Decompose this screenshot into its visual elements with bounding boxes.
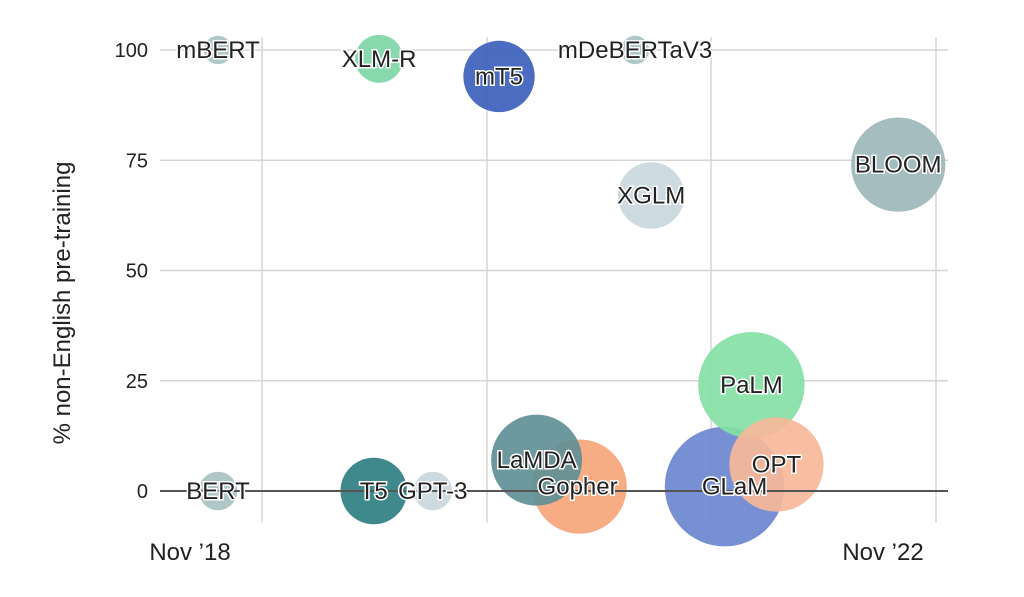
bubble-label-mbert: mBERT	[176, 37, 260, 64]
bubble-label-xglm: XGLM	[617, 183, 685, 210]
bubble-labels: mBERT XLM-R mT5 mDeBERTaV3 BLOOM XGLM PaLM LaMD…	[175, 36, 943, 507]
bubble-opt	[729, 417, 824, 512]
bubble-xlm-r	[355, 34, 404, 83]
bubble-label-bloom: BLOOM	[855, 152, 942, 179]
bubble-label-opt: OPT	[752, 452, 802, 479]
bubble-label-xlm-r: XLM-R	[342, 46, 417, 73]
bubble-label-mdebertav3: mDeBERTaV3	[558, 37, 712, 64]
gridlines	[160, 37, 948, 523]
bubble-bloom	[851, 117, 946, 212]
y-tick-label: 75	[126, 150, 148, 172]
bubble-mbert	[203, 35, 233, 65]
x-tick-label: Nov ’18	[149, 539, 230, 566]
y-tick-label: 0	[137, 481, 148, 503]
bubble-lamda	[491, 414, 583, 506]
bubble-label-mt5: mT5	[475, 63, 523, 90]
bubbles-layer	[198, 34, 946, 547]
bubble-label-bert: BERT	[186, 478, 250, 505]
bubble-label-gopher: Gopher	[538, 474, 618, 501]
x-tick-label: Nov ’22	[842, 539, 923, 566]
y-tick-label: 50	[126, 261, 148, 283]
bubble-xglm	[617, 162, 685, 229]
y-tick-label: 100	[115, 40, 148, 62]
bubble-label-lamda: LaMDA	[497, 447, 577, 474]
bubble-label-glam: GLaM	[702, 474, 767, 501]
y-tick-labels: 0 25 50 75 100	[115, 40, 148, 503]
bubble-label-gpt-3: GPT-3	[398, 478, 467, 505]
y-tick-label: 25	[126, 371, 148, 393]
y-axis-label: % non-English pre-training	[49, 162, 76, 445]
bubble-mt5	[463, 40, 535, 113]
bubble-mdebertav3	[620, 35, 650, 65]
bubble-palm	[698, 331, 805, 439]
bubble-label-t5: T5	[360, 478, 388, 505]
bubble-label-palm: PaLM	[720, 372, 783, 399]
x-tick-labels: Nov ’18 Nov ’22	[149, 539, 923, 566]
